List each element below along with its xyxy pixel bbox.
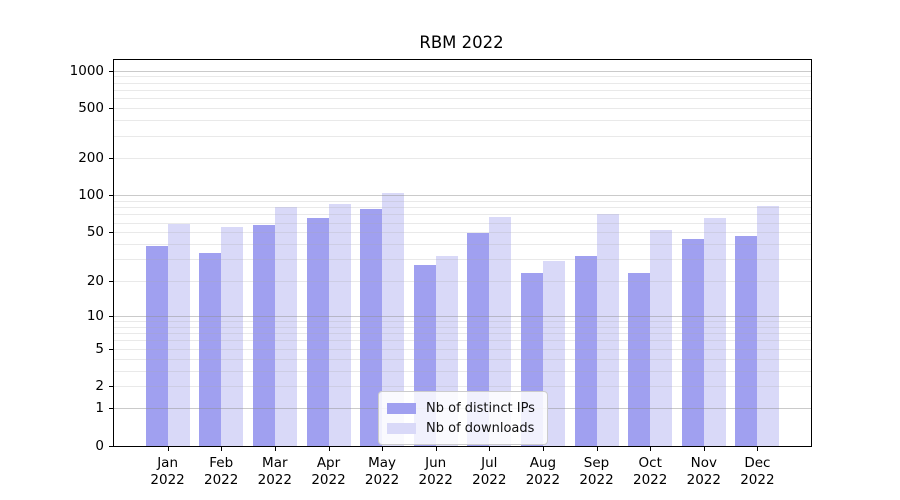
- x-tick-label-oct: Oct 2022: [633, 455, 668, 488]
- y-tick-label-50: 50: [86, 224, 104, 241]
- x-tick-label-aug: Aug 2022: [525, 455, 561, 488]
- y-tick-mark-10: [109, 315, 113, 317]
- x-tick-mark-nov: [703, 447, 705, 451]
- x-tick-label-nov: Nov 2022: [686, 455, 721, 488]
- y-tick-mark-100: [109, 195, 113, 197]
- chart-title: RBM 2022: [419, 33, 504, 52]
- legend-label-downloads: Nb of downloads: [426, 420, 535, 436]
- x-tick-label-dec: Dec 2022: [740, 455, 775, 488]
- x-tick-mark-aug: [542, 447, 544, 451]
- x-tick-label-may: May 2022: [364, 455, 400, 488]
- x-tick-mark-oct: [650, 447, 652, 451]
- bar-downloads-jul: [489, 216, 512, 446]
- y-tick-label-500: 500: [78, 100, 104, 117]
- y-tick-mark-5: [109, 348, 113, 350]
- x-tick-label-apr: Apr 2022: [311, 455, 346, 488]
- x-tick-mark-dec: [757, 447, 759, 451]
- x-tick-mark-apr: [328, 447, 330, 451]
- y-tick-label-1000: 1000: [69, 62, 104, 79]
- x-tick-mark-feb: [221, 447, 223, 451]
- y-tick-mark-1000: [109, 70, 113, 72]
- x-tick-mark-may: [382, 447, 384, 451]
- y-tick-label-5: 5: [95, 340, 104, 357]
- x-tick-mark-sep: [596, 447, 598, 451]
- bar-distinct-ips-apr: [306, 218, 329, 446]
- x-tick-label-jul: Jul 2022: [472, 455, 507, 488]
- bar-downloads-nov: [703, 217, 726, 446]
- y-tick-label-20: 20: [86, 272, 104, 289]
- x-tick-label-jun: Jun 2022: [418, 455, 453, 488]
- x-tick-label-sep: Sep 2022: [579, 455, 614, 488]
- y-tick-label-100: 100: [78, 187, 104, 204]
- legend-row-downloads: Nb of downloads: [387, 418, 535, 438]
- y-tick-mark-20: [109, 280, 113, 282]
- bar-distinct-ips-may: [360, 209, 383, 446]
- x-tick-mark-mar: [274, 447, 276, 451]
- x-tick-mark-jan: [167, 447, 169, 451]
- bar-distinct-ips-mar: [252, 225, 275, 446]
- bar-distinct-ips-dec: [735, 235, 758, 446]
- bar-downloads-jan: [167, 223, 190, 446]
- y-tick-mark-200: [109, 157, 113, 159]
- bar-downloads-may: [382, 193, 405, 446]
- y-tick-label-1: 1: [95, 400, 104, 417]
- x-tick-label-mar: Mar 2022: [257, 455, 292, 488]
- bar-distinct-ips-jan: [145, 245, 168, 446]
- y-tick-mark-1: [109, 408, 113, 410]
- y-tick-label-0: 0: [95, 438, 104, 454]
- legend-swatch-downloads: [387, 422, 416, 434]
- bar-distinct-ips-sep: [574, 256, 597, 446]
- plot-area: [113, 59, 812, 447]
- bar-distinct-ips-oct: [628, 273, 651, 446]
- bar-distinct-ips-nov: [681, 239, 704, 446]
- bar-downloads-aug: [542, 261, 565, 446]
- x-tick-label-feb: Feb 2022: [204, 455, 239, 488]
- bar-downloads-mar: [274, 207, 297, 446]
- y-tick-mark-500: [109, 108, 113, 110]
- y-tick-label-2: 2: [95, 378, 104, 395]
- bar-downloads-apr: [328, 203, 351, 446]
- x-tick-mark-jul: [489, 447, 491, 451]
- bar-distinct-ips-feb: [199, 252, 222, 446]
- y-tick-label-200: 200: [78, 149, 104, 166]
- bar-downloads-dec: [757, 205, 780, 446]
- legend-row-distinct-ips: Nb of distinct IPs: [387, 398, 535, 418]
- bar-downloads-feb: [221, 227, 244, 446]
- y-tick-mark-2: [109, 386, 113, 388]
- x-tick-mark-jun: [435, 447, 437, 451]
- legend: Nb of distinct IPs Nb of downloads: [378, 391, 548, 445]
- x-tick-label-jan: Jan 2022: [150, 455, 185, 488]
- legend-swatch-distinct-ips: [387, 402, 416, 414]
- bar-downloads-oct: [650, 230, 673, 446]
- y-tick-mark-50: [109, 232, 113, 234]
- y-tick-label-10: 10: [86, 307, 104, 324]
- legend-label-distinct-ips: Nb of distinct IPs: [426, 400, 535, 416]
- y-tick-mark-0: [109, 446, 113, 447]
- bars-layer: [114, 60, 811, 446]
- bar-downloads-sep: [596, 214, 619, 446]
